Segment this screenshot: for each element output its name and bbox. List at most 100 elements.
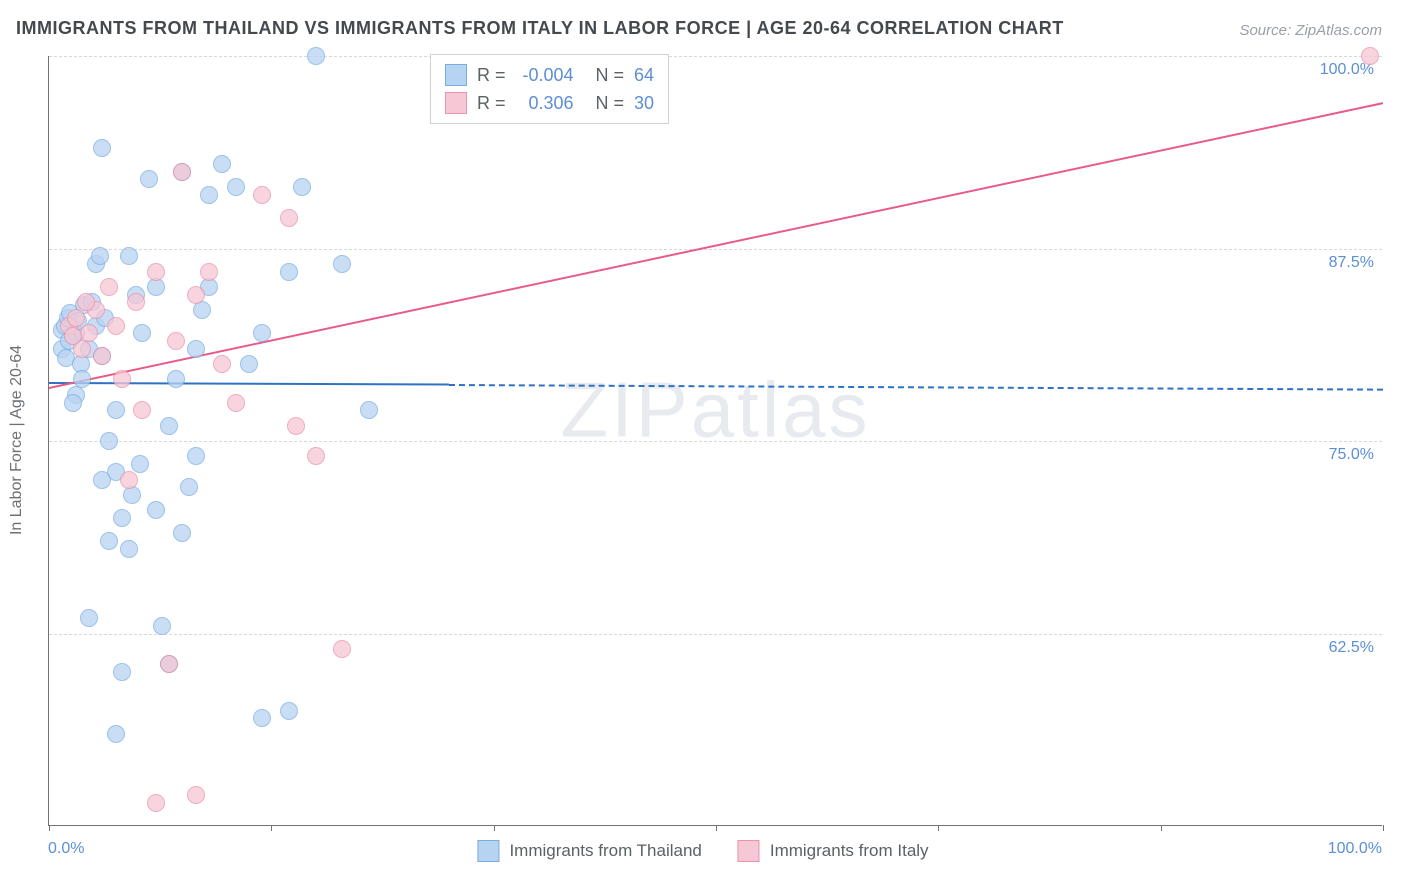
chart-title: IMMIGRANTS FROM THAILAND VS IMMIGRANTS F… — [16, 18, 1064, 39]
r-value: 0.306 — [516, 93, 574, 114]
data-point — [173, 163, 191, 181]
legend-item: Immigrants from Thailand — [477, 840, 701, 862]
data-point — [193, 301, 211, 319]
x-axis-min-label: 0.0% — [48, 840, 84, 858]
data-point — [187, 286, 205, 304]
legend-item: Immigrants from Italy — [738, 840, 929, 862]
data-point — [200, 263, 218, 281]
legend-label: Immigrants from Thailand — [509, 841, 701, 861]
data-point — [133, 401, 151, 419]
plot-area: ZIPatlas 62.5%75.0%87.5%100.0% — [48, 56, 1382, 826]
y-tick-label: 75.0% — [1329, 446, 1374, 464]
data-point — [73, 370, 91, 388]
n-value: 64 — [634, 65, 654, 86]
data-point — [253, 324, 271, 342]
r-label: R = — [477, 93, 506, 114]
data-point — [100, 432, 118, 450]
legend-swatch — [445, 64, 467, 86]
data-point — [293, 178, 311, 196]
data-point — [187, 786, 205, 804]
legend-swatch — [738, 840, 760, 862]
legend-swatch — [477, 840, 499, 862]
data-point — [333, 640, 351, 658]
x-tick — [271, 825, 272, 831]
n-value: 30 — [634, 93, 654, 114]
data-point — [213, 155, 231, 173]
data-point — [93, 471, 111, 489]
data-point — [64, 394, 82, 412]
x-tick — [494, 825, 495, 831]
data-point — [113, 370, 131, 388]
data-point — [93, 139, 111, 157]
data-point — [360, 401, 378, 419]
x-tick — [716, 825, 717, 831]
data-point — [280, 702, 298, 720]
x-tick — [49, 825, 50, 831]
data-point — [173, 524, 191, 542]
data-point — [180, 478, 198, 496]
data-point — [253, 186, 271, 204]
r-label: R = — [477, 65, 506, 86]
data-point — [200, 186, 218, 204]
data-point — [133, 324, 151, 342]
data-point — [167, 370, 185, 388]
data-point — [1361, 47, 1379, 65]
n-label: N = — [596, 93, 625, 114]
regression-line — [49, 102, 1383, 389]
data-point — [127, 293, 145, 311]
legend-swatch — [445, 92, 467, 114]
data-point — [100, 278, 118, 296]
data-point — [91, 247, 109, 265]
data-point — [187, 340, 205, 358]
data-point — [187, 447, 205, 465]
y-axis-label: In Labor Force | Age 20-64 — [8, 345, 26, 535]
regression-line — [49, 382, 449, 386]
data-point — [77, 293, 95, 311]
gridline — [49, 441, 1382, 442]
data-point — [107, 725, 125, 743]
data-point — [227, 394, 245, 412]
data-point — [213, 355, 231, 373]
data-point — [107, 401, 125, 419]
data-point — [147, 263, 165, 281]
data-point — [64, 327, 82, 345]
regression-line-extrapolated — [449, 384, 1383, 391]
legend-series: Immigrants from Thailand Immigrants from … — [477, 840, 928, 862]
legend-stat-row: R =-0.004N =64 — [445, 61, 654, 89]
legend-stat-row: R = 0.306 N = 30 — [445, 89, 654, 117]
gridline — [49, 634, 1382, 635]
y-tick-label: 87.5% — [1329, 254, 1374, 272]
legend-stats-box: R =-0.004N =64R =0.306N =30 — [430, 54, 669, 124]
x-axis-max-label: 100.0% — [1328, 840, 1382, 858]
data-point — [67, 309, 85, 327]
data-point — [80, 609, 98, 627]
x-tick — [938, 825, 939, 831]
data-point — [120, 471, 138, 489]
y-tick-label: 62.5% — [1329, 639, 1374, 657]
x-tick — [1383, 825, 1384, 831]
data-point — [147, 794, 165, 812]
data-point — [333, 255, 351, 273]
correlation-chart: IMMIGRANTS FROM THAILAND VS IMMIGRANTS F… — [0, 0, 1406, 892]
x-tick — [1161, 825, 1162, 831]
data-point — [287, 417, 305, 435]
data-point — [147, 278, 165, 296]
data-point — [93, 347, 111, 365]
data-point — [280, 263, 298, 281]
data-point — [153, 617, 171, 635]
data-point — [147, 501, 165, 519]
data-point — [280, 209, 298, 227]
data-point — [113, 509, 131, 527]
data-point — [307, 47, 325, 65]
data-point — [227, 178, 245, 196]
data-point — [167, 332, 185, 350]
data-point — [307, 447, 325, 465]
data-point — [120, 247, 138, 265]
source-attribution: Source: ZipAtlas.com — [1239, 22, 1382, 39]
legend-label: Immigrants from Italy — [770, 841, 929, 861]
data-point — [120, 540, 138, 558]
data-point — [123, 486, 141, 504]
data-point — [253, 709, 271, 727]
data-point — [100, 532, 118, 550]
gridline — [49, 249, 1382, 250]
